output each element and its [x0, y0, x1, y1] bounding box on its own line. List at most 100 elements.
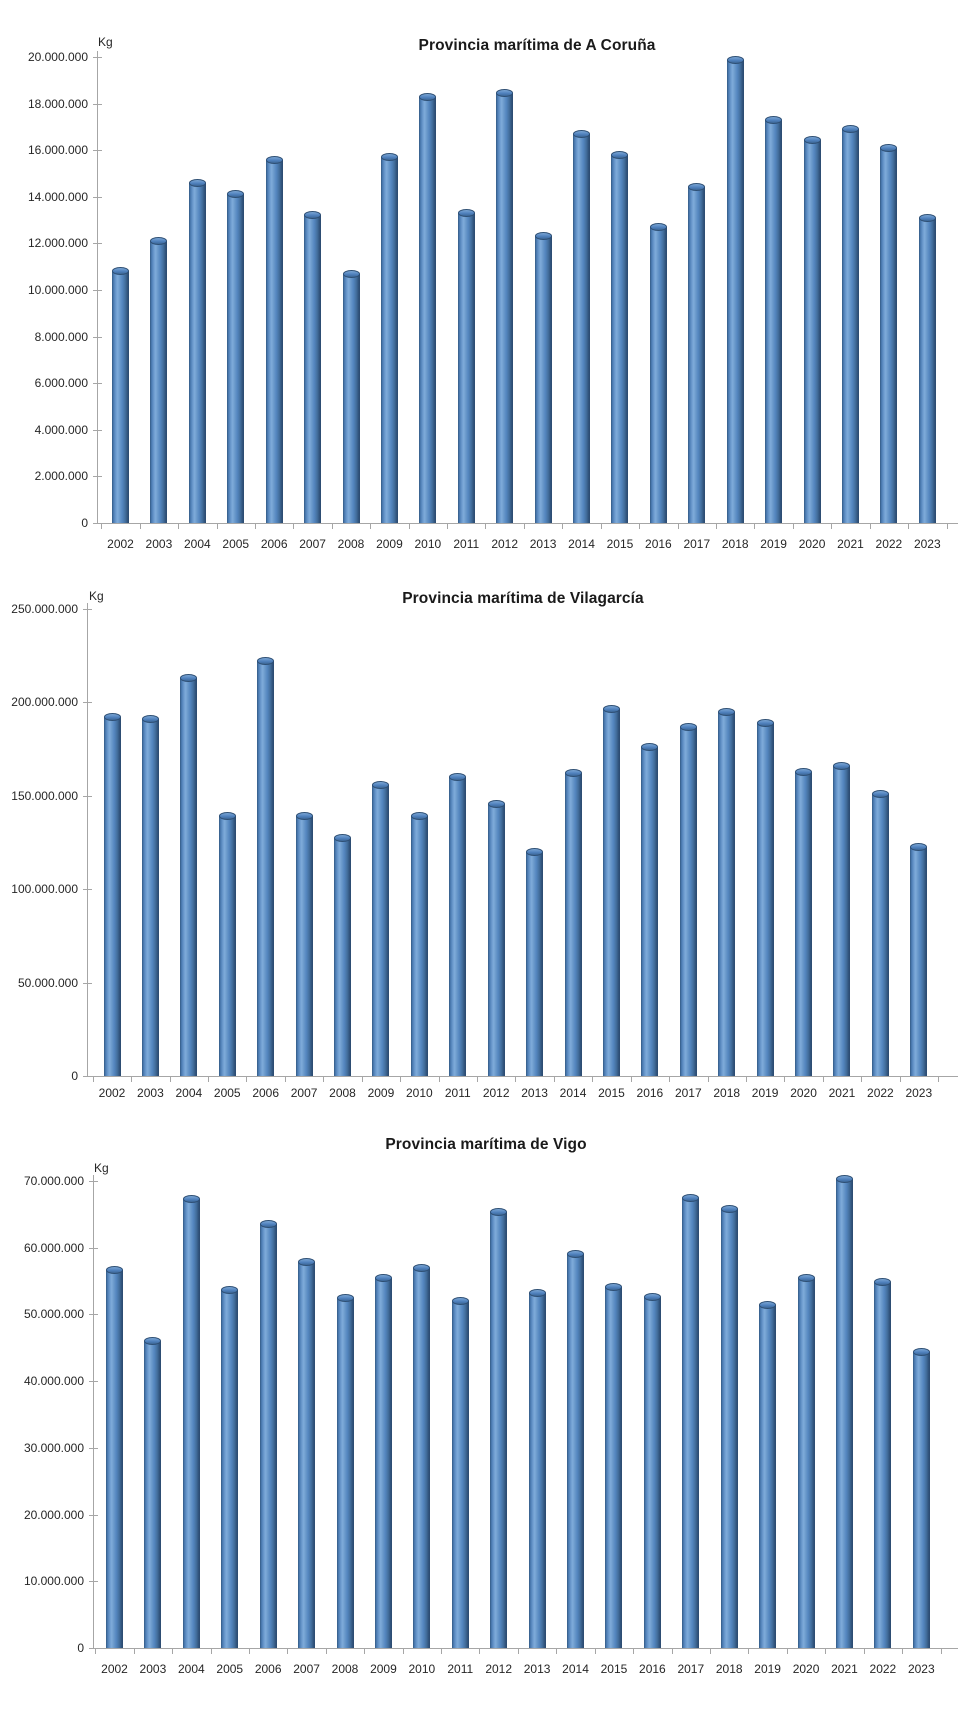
x-tick	[716, 524, 717, 529]
bar	[803, 139, 821, 523]
x-tick-label: 2009	[367, 1086, 395, 1100]
bar-cap	[912, 1348, 930, 1357]
x-tick-label: 2003	[139, 1662, 167, 1676]
x-tick-label: 2010	[408, 1662, 436, 1676]
y-tick	[89, 1247, 98, 1249]
x-tick-label: 2006	[254, 1662, 282, 1676]
y-tick	[89, 1447, 98, 1449]
x-tick-label: 2004	[183, 537, 211, 551]
bar-cap	[643, 1293, 661, 1302]
bar	[265, 159, 283, 523]
y-tick-label: 10.000.000	[27, 283, 88, 297]
y-tick	[83, 702, 92, 704]
x-tick-label: 2002	[101, 1662, 128, 1676]
bar-cap	[602, 704, 620, 713]
x-tick-label: 2019	[754, 1662, 781, 1676]
x-tick-label: 2011	[453, 537, 480, 551]
bar	[874, 1281, 892, 1648]
x-tick	[825, 1649, 827, 1654]
x-tick-label: 2023	[905, 1086, 933, 1100]
bar-cap	[679, 722, 697, 731]
bar-cap	[257, 657, 275, 666]
bar	[141, 719, 159, 1076]
x-tick-label: 2007	[293, 1662, 320, 1676]
x-tick-label: 2009	[370, 1662, 397, 1676]
chart-title: Provincia marítima de Vigo	[385, 1136, 587, 1153]
x-tick	[792, 524, 794, 529]
y-tick-label: 6.000.000	[34, 376, 88, 391]
chart-title: Provincia marítima de Vilagarcía	[402, 590, 644, 607]
bar	[496, 93, 514, 523]
bar	[564, 773, 582, 1076]
x-tick-label: 2002	[98, 1086, 126, 1100]
x-tick	[630, 1077, 632, 1082]
y-tick	[89, 1381, 98, 1383]
bar-cap	[649, 223, 667, 232]
bar-cap	[334, 833, 352, 842]
x-tick	[169, 1077, 171, 1082]
x-tick-label: 2018	[715, 1662, 743, 1676]
x-tick-label: 2016	[645, 537, 672, 551]
y-tick-label: 8.000.000	[34, 329, 88, 344]
y-tick	[93, 150, 102, 152]
bar-cap	[141, 715, 159, 724]
x-tick-label: 2008	[331, 1662, 359, 1676]
bar	[150, 241, 168, 523]
bar	[833, 765, 851, 1076]
bar	[641, 747, 659, 1076]
bar-cap	[182, 1195, 200, 1203]
x-tick-label: 2005	[222, 537, 250, 551]
x-tick	[139, 524, 141, 529]
bar-cap	[487, 800, 505, 809]
bar	[257, 661, 275, 1076]
bar	[298, 1261, 316, 1648]
x-tick-label: 2004	[177, 1662, 205, 1676]
y-tick	[89, 1181, 98, 1182]
bar	[718, 711, 736, 1076]
x-tick	[822, 1077, 824, 1082]
bar	[918, 217, 936, 523]
x-tick	[600, 524, 602, 529]
y-tick	[93, 336, 102, 338]
bar-cap	[528, 1289, 546, 1298]
y-tick	[89, 1581, 98, 1583]
bar	[451, 1301, 469, 1648]
bar	[374, 1277, 392, 1648]
bar-cap	[221, 1285, 239, 1294]
bar-cap	[103, 713, 121, 722]
x-tick	[710, 1649, 711, 1654]
x-tick-label: 2018	[721, 537, 749, 551]
bar-cap	[304, 211, 322, 220]
x-tick-label: 2018	[713, 1086, 741, 1100]
bar-cap	[265, 155, 283, 164]
x-tick-label: 2011	[444, 1086, 471, 1100]
bar-cap	[874, 1277, 892, 1286]
bar-cap	[188, 178, 206, 187]
x-tick-label: 2010	[406, 1086, 433, 1100]
x-tick-label: 2014	[562, 1662, 589, 1676]
bar	[334, 837, 352, 1076]
bar	[841, 129, 859, 523]
bar	[413, 1267, 431, 1648]
bar-cap	[295, 812, 313, 821]
x-tick-label: 2020	[792, 1662, 820, 1676]
bar-cap	[910, 843, 928, 852]
bar-cap	[342, 269, 360, 278]
x-tick	[517, 1649, 519, 1654]
bar-cap	[841, 125, 859, 134]
bar-cap	[259, 1220, 277, 1229]
bar-cap	[611, 150, 629, 159]
bar-cap	[534, 232, 552, 241]
x-tick-label: 2016	[639, 1662, 666, 1676]
x-tick	[707, 1077, 709, 1082]
y-tick	[93, 476, 102, 478]
x-tick	[408, 524, 410, 529]
x-tick	[669, 1077, 671, 1082]
x-tick	[869, 524, 871, 529]
x-tick	[441, 1649, 443, 1654]
bar	[835, 1178, 853, 1648]
bar	[534, 236, 552, 523]
x-tick	[784, 1077, 786, 1082]
